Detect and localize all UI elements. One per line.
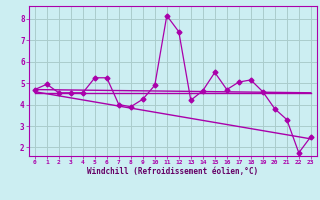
X-axis label: Windchill (Refroidissement éolien,°C): Windchill (Refroidissement éolien,°C)	[87, 167, 258, 176]
